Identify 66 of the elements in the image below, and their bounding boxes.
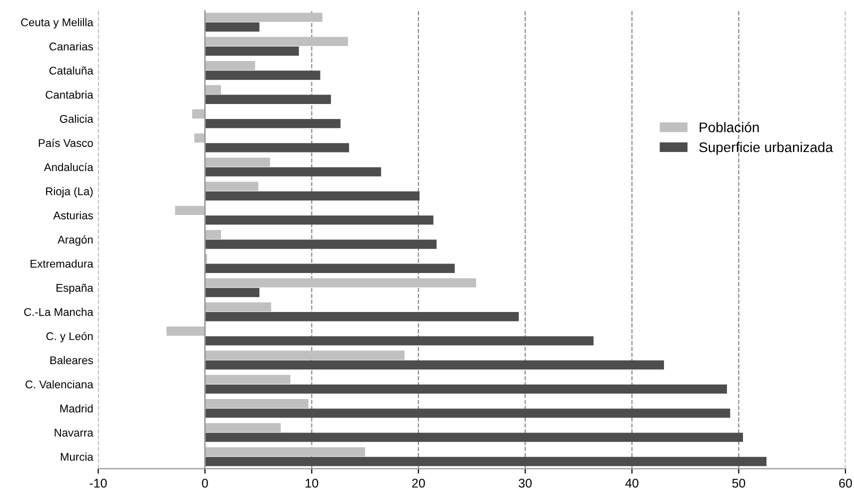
y-tick-label: Canarias — [49, 42, 93, 50]
bar — [204, 182, 258, 191]
bar — [204, 70, 320, 80]
y-tick-label: Baleares — [50, 356, 93, 364]
bar — [204, 158, 270, 167]
bar — [204, 302, 272, 312]
y-tick-label: Madrid — [60, 404, 93, 413]
y-tick-label: Aragón — [58, 235, 93, 246]
bar — [204, 22, 260, 32]
bar — [204, 118, 341, 128]
x-tick-label: -10 — [90, 478, 107, 488]
legend-label: Superficie urbanizada — [699, 142, 833, 155]
bar — [204, 447, 366, 456]
y-tick-label: C. y León — [46, 332, 93, 342]
bar — [204, 240, 437, 249]
bar — [204, 432, 743, 442]
x-tick-label: 10 — [306, 478, 318, 488]
bar — [204, 350, 405, 360]
bar — [204, 336, 594, 346]
y-tick-label: Ceuta y Melilla — [21, 18, 94, 28]
bar — [204, 85, 221, 94]
legend-label: Población — [700, 122, 759, 132]
bar — [204, 167, 382, 176]
bar — [204, 374, 290, 384]
bar — [204, 288, 260, 298]
bar — [204, 456, 766, 466]
y-tick-label: Cantabria — [46, 90, 94, 99]
bar — [166, 326, 205, 336]
y-tick-label: Galicia — [60, 114, 94, 123]
y-tick-label: País Vasco — [38, 138, 93, 147]
y-tick-label: Extremadura — [30, 260, 94, 268]
y-tick-label: Andalucía — [44, 162, 94, 172]
bar — [204, 36, 348, 46]
y-tick-label: C. Valenciana — [26, 380, 94, 388]
bar — [204, 216, 434, 225]
y-tick-label: Navarra — [54, 428, 94, 437]
bar — [204, 12, 322, 22]
bar — [175, 206, 205, 216]
bar — [204, 384, 727, 394]
x-tick-label: 0 — [202, 478, 208, 488]
x-tick-label: 20 — [412, 478, 425, 488]
x-tick-label: 30 — [518, 478, 532, 488]
bar — [204, 423, 281, 432]
bar — [204, 143, 350, 152]
y-tick-label: Cataluña — [49, 66, 94, 75]
bar — [204, 398, 309, 408]
x-tick-label: 50 — [732, 478, 746, 488]
x-tick-label: 40 — [625, 478, 638, 488]
x-tick-label: 60 — [839, 478, 852, 488]
bar — [194, 133, 205, 143]
y-tick-label: Asturias — [53, 211, 93, 220]
bar — [204, 312, 519, 322]
bar — [204, 46, 299, 56]
y-tick-label: C.-La Mancha — [24, 308, 94, 316]
bar — [204, 360, 664, 370]
bar — [192, 109, 205, 118]
bar — [204, 408, 730, 418]
y-tick-label: Rioja (La) — [46, 187, 93, 198]
y-tick-label: España — [56, 284, 94, 294]
y-tick-label: Murcia — [60, 452, 94, 461]
bar — [204, 61, 256, 70]
bar — [204, 230, 221, 240]
bar — [204, 278, 476, 288]
bar — [204, 191, 420, 201]
bar — [204, 94, 331, 104]
bar — [204, 264, 455, 273]
